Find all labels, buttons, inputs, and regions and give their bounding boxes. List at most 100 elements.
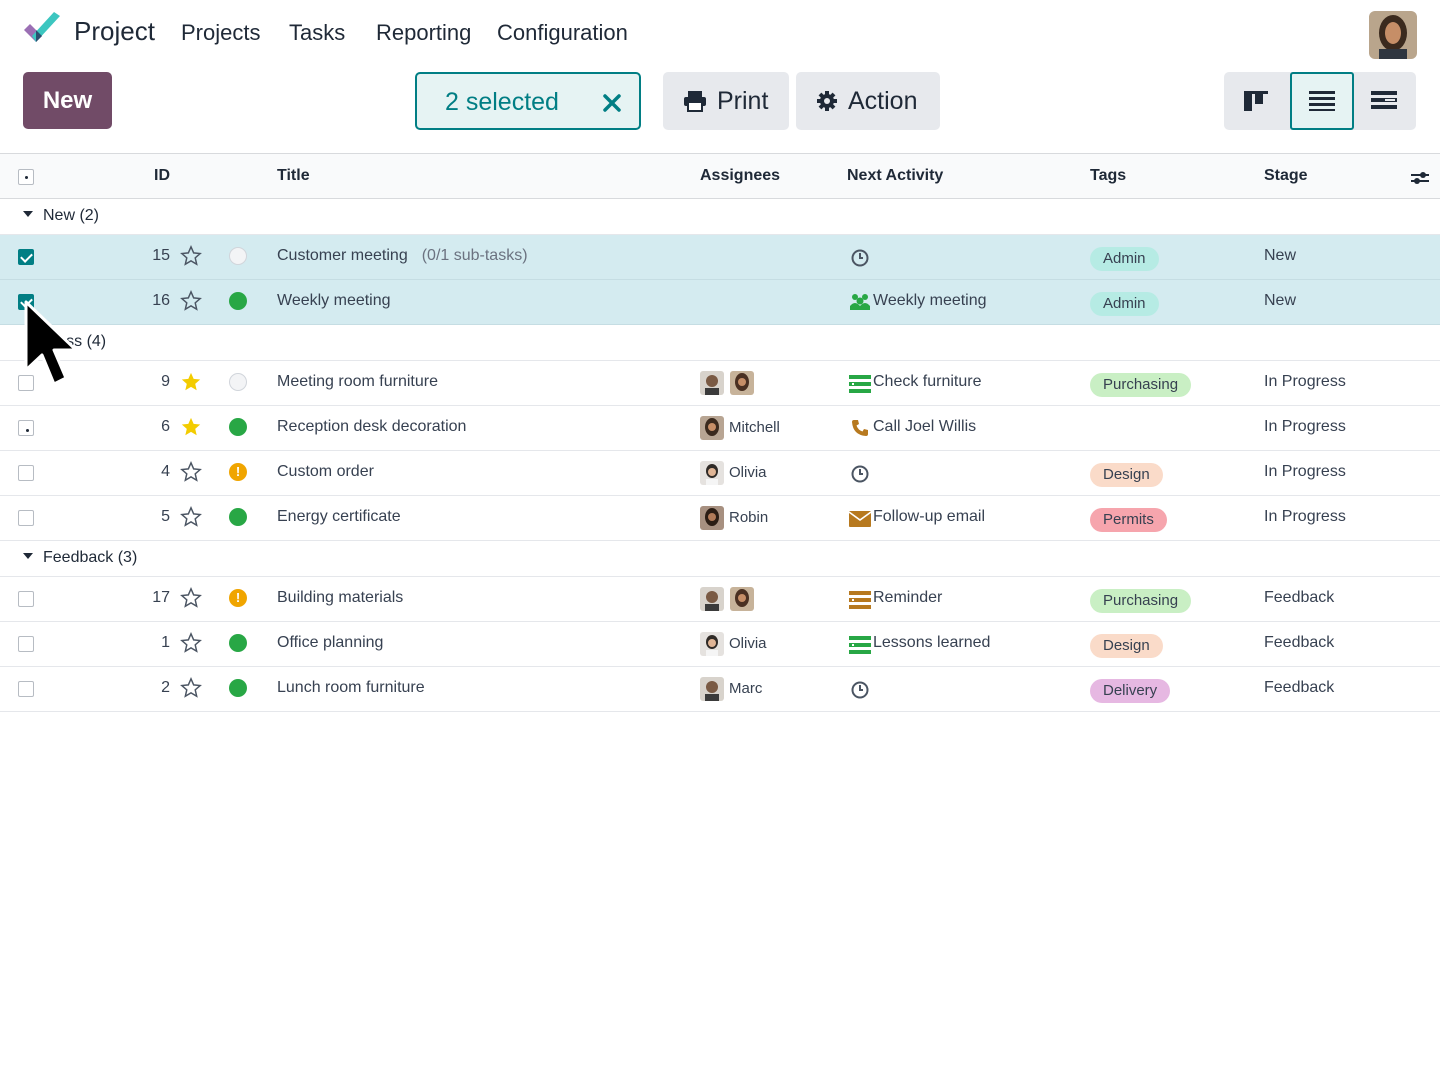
row-checkbox[interactable]	[18, 510, 34, 526]
star-outline-icon[interactable]	[180, 587, 202, 609]
star-outline-icon[interactable]	[180, 506, 202, 528]
task-title[interactable]: Office planning	[277, 634, 384, 651]
activity-summary[interactable]: Check furniture	[873, 373, 982, 390]
user-avatar[interactable]	[1369, 11, 1417, 59]
select-all-checkbox[interactable]	[18, 169, 34, 185]
close-icon[interactable]	[602, 93, 622, 113]
envelope-icon[interactable]	[849, 509, 871, 529]
table-row[interactable]: 15 Customer meeting (0/1 sub-tasks) Admin…	[0, 235, 1440, 280]
menu-configuration[interactable]: Configuration	[497, 20, 628, 45]
task-title[interactable]: Reception desk decoration	[277, 418, 467, 435]
todo-list-icon[interactable]	[849, 374, 871, 394]
avatar[interactable]	[730, 371, 754, 395]
tag-badge: Design	[1090, 634, 1163, 658]
list-icon	[1309, 91, 1335, 111]
task-title[interactable]: Building materials	[277, 589, 404, 606]
column-assignees[interactable]: Assignees	[700, 167, 781, 184]
warning-status-indicator[interactable]	[229, 589, 247, 607]
star-outline-icon[interactable]	[180, 677, 202, 699]
todo-list-icon[interactable]	[849, 590, 871, 610]
kanban-view-button[interactable]	[1224, 72, 1288, 130]
menu-reporting[interactable]: Reporting	[376, 20, 472, 45]
row-checkbox[interactable]	[18, 636, 34, 652]
avatar[interactable]	[700, 371, 724, 395]
warning-status-indicator[interactable]	[229, 463, 247, 481]
task-title[interactable]: Weekly meeting	[277, 292, 391, 309]
table-row[interactable]: 16 Weekly meeting Weekly meeting Admin N…	[0, 280, 1440, 325]
star-outline-icon[interactable]	[180, 461, 202, 483]
status-indicator[interactable]	[229, 292, 247, 310]
activity-summary[interactable]: Follow-up email	[873, 508, 986, 525]
table-row[interactable]: 6 Reception desk decoration Mitchell Cal…	[0, 406, 1440, 451]
table-row[interactable]: 4 Custom order Olivia Design In Progress	[0, 451, 1440, 496]
star-filled-icon[interactable]	[180, 416, 202, 438]
avatar[interactable]	[700, 677, 724, 701]
activity-summary[interactable]: Weekly meeting	[873, 292, 987, 309]
star-outline-icon[interactable]	[180, 290, 202, 312]
row-checkbox[interactable]	[18, 465, 34, 481]
group-header-new[interactable]: New (2)	[0, 199, 1440, 235]
table-row[interactable]: 1 Office planning Olivia Lessons learned…	[0, 622, 1440, 667]
activity-summary[interactable]: Lessons learned	[873, 634, 991, 651]
table-row[interactable]: 2 Lunch room furniture Marc Delivery Fee…	[0, 667, 1440, 712]
avatar[interactable]	[700, 587, 724, 611]
status-indicator[interactable]	[229, 373, 247, 391]
table-row[interactable]: 5 Energy certificate Robin Follow-up ema…	[0, 496, 1440, 541]
stage-value: In Progress	[1264, 463, 1346, 480]
status-indicator[interactable]	[229, 418, 247, 436]
row-checkbox[interactable]	[18, 375, 34, 391]
project-app-logo[interactable]	[22, 12, 62, 48]
caret-down-icon	[23, 553, 33, 559]
row-checkbox[interactable]	[18, 420, 34, 436]
column-stage[interactable]: Stage	[1264, 167, 1308, 184]
group-header-feedback[interactable]: Feedback (3)	[0, 541, 1440, 577]
task-title[interactable]: Meeting room furniture	[277, 373, 438, 390]
clock-icon[interactable]	[849, 680, 871, 700]
task-title[interactable]: Custom order	[277, 463, 374, 480]
avatar[interactable]	[730, 587, 754, 611]
group-header-in-progress[interactable]: gress (4)	[0, 325, 1440, 361]
phone-icon[interactable]	[849, 418, 871, 438]
activity-summary[interactable]: Reminder	[873, 589, 943, 606]
app-name[interactable]: Project	[74, 16, 155, 46]
activity-summary[interactable]: Call Joel Willis	[873, 418, 977, 435]
table-row[interactable]: 9 Meeting room furniture Check furniture…	[0, 361, 1440, 406]
group-label: Feedback (3)	[43, 549, 138, 566]
clock-icon[interactable]	[849, 248, 871, 268]
row-checkbox[interactable]	[18, 591, 34, 607]
task-title[interactable]: Energy certificate	[277, 508, 401, 525]
avatar[interactable]	[700, 461, 724, 485]
task-title[interactable]: Lunch room furniture	[277, 679, 425, 696]
avatar[interactable]	[700, 416, 724, 440]
task-title[interactable]: Customer meeting (0/1 sub-tasks)	[277, 247, 528, 265]
print-button[interactable]: Print	[663, 72, 789, 130]
status-indicator[interactable]	[229, 508, 247, 526]
avatar[interactable]	[700, 506, 724, 530]
column-id[interactable]: ID	[154, 167, 170, 184]
todo-list-icon[interactable]	[849, 635, 871, 655]
assignee-name: Olivia	[729, 635, 767, 652]
status-indicator[interactable]	[229, 679, 247, 697]
clock-icon[interactable]	[849, 464, 871, 484]
table-row[interactable]: 17 Building materials Reminder Purchasin…	[0, 577, 1440, 622]
column-next-activity[interactable]: Next Activity	[847, 167, 944, 184]
activity-view-icon	[1371, 91, 1397, 109]
activity-view-button[interactable]	[1352, 72, 1416, 130]
users-icon[interactable]	[849, 292, 871, 312]
row-checkbox[interactable]	[18, 249, 34, 265]
star-outline-icon[interactable]	[180, 632, 202, 654]
menu-tasks[interactable]: Tasks	[289, 20, 346, 45]
new-button[interactable]: New	[23, 72, 112, 129]
list-view-button[interactable]	[1290, 72, 1354, 130]
column-tags[interactable]: Tags	[1090, 167, 1127, 184]
star-outline-icon[interactable]	[180, 245, 202, 267]
star-filled-icon[interactable]	[180, 371, 202, 393]
optional-columns-icon[interactable]	[1411, 170, 1429, 186]
menu-projects[interactable]: Projects	[181, 20, 261, 45]
avatar[interactable]	[700, 632, 724, 656]
action-button[interactable]: Action	[796, 72, 940, 130]
row-checkbox[interactable]	[18, 681, 34, 697]
status-indicator[interactable]	[229, 247, 247, 265]
status-indicator[interactable]	[229, 634, 247, 652]
column-title[interactable]: Title	[277, 167, 310, 184]
